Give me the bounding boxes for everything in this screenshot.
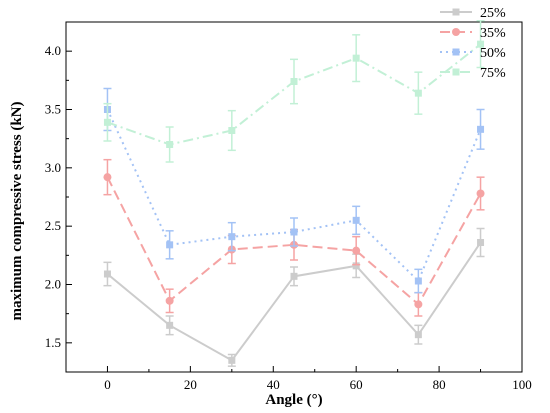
data-point <box>103 173 112 182</box>
data-point <box>290 78 298 85</box>
data-point <box>414 277 422 285</box>
x-axis: 0 20 40 60 80 100 <box>65 366 532 392</box>
data-point <box>166 241 174 249</box>
legend-label: 25% <box>480 6 506 21</box>
legend: 25% 35% 50% 75% <box>440 6 506 81</box>
legend-item: 35% <box>440 26 506 41</box>
legend-label: 35% <box>480 26 506 41</box>
legend-marker <box>452 8 460 16</box>
y-axis: 1.5 2.0 2.5 3.0 3.5 4.0 <box>45 21 72 373</box>
x-tick-label: 60 <box>350 377 363 392</box>
data-point <box>165 296 174 305</box>
series-3 <box>103 20 485 163</box>
y-tick-label: 4.0 <box>45 43 61 58</box>
data-point <box>290 228 298 236</box>
x-tick-label: 0 <box>104 377 111 392</box>
x-axis-title: Angle (°) <box>265 392 322 408</box>
legend-marker <box>452 68 460 76</box>
data-point <box>477 239 485 246</box>
y-axis-title: maximum compressive stress (kN) <box>9 101 25 320</box>
data-point <box>477 125 485 133</box>
data-point <box>414 331 422 339</box>
x-tick-label: 100 <box>512 377 532 392</box>
series-2 <box>103 87 485 294</box>
data-point <box>103 118 111 126</box>
data-point <box>352 216 360 224</box>
legend-item: 75% <box>440 66 506 81</box>
series-layer <box>103 20 485 367</box>
legend-item: 25% <box>440 6 506 21</box>
legend-marker <box>452 28 460 36</box>
data-point <box>166 321 174 329</box>
legend-label: 50% <box>480 46 506 61</box>
data-point <box>228 233 236 241</box>
x-tick-label: 80 <box>433 377 446 392</box>
y-tick-label: 1.5 <box>45 335 61 350</box>
data-point <box>414 300 423 309</box>
x-tick-label: 40 <box>267 377 280 392</box>
x-tick-label: 20 <box>184 377 197 392</box>
data-point <box>477 40 485 48</box>
legend-label: 75% <box>480 66 506 81</box>
y-tick-label: 3.0 <box>45 160 61 175</box>
data-point <box>352 246 361 255</box>
data-point <box>228 127 236 134</box>
data-point <box>103 270 111 278</box>
legend-marker <box>452 48 460 56</box>
data-point <box>166 141 174 148</box>
legend-item: 50% <box>440 46 506 61</box>
data-point <box>352 262 360 270</box>
y-tick-label: 3.5 <box>45 102 61 117</box>
y-tick-label: 2.0 <box>45 277 61 292</box>
data-point <box>414 89 422 97</box>
data-point <box>290 272 298 280</box>
data-point <box>476 189 485 198</box>
data-point <box>352 54 360 62</box>
data-point <box>228 356 236 364</box>
y-tick-label: 2.5 <box>45 218 61 233</box>
